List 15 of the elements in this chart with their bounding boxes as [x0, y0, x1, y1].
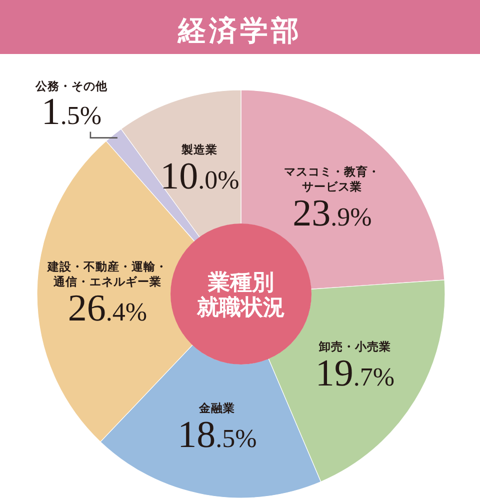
data-label: 18.5%	[178, 414, 257, 456]
data-label: 26.4%	[68, 287, 147, 330]
category-label: 通信・エネルギー業	[53, 274, 162, 288]
category-label: 金融業	[199, 400, 236, 415]
category-label: 建設・不動産・運輸・	[47, 259, 168, 274]
data-label: 23.9%	[292, 192, 372, 234]
title-text: 経済学部	[178, 14, 302, 47]
category-label: 公務・その他	[35, 78, 108, 93]
category-label: 卸売・小売業	[318, 339, 391, 354]
category-label: サービス業	[302, 179, 362, 194]
subtitle-text: 業種別就職状況	[197, 270, 285, 320]
category-label: マスコミ・教育・	[284, 164, 380, 178]
category-label: 製造業	[182, 142, 218, 156]
data-label: 10.0%	[160, 155, 240, 198]
data-label: 19.7%	[315, 352, 395, 394]
